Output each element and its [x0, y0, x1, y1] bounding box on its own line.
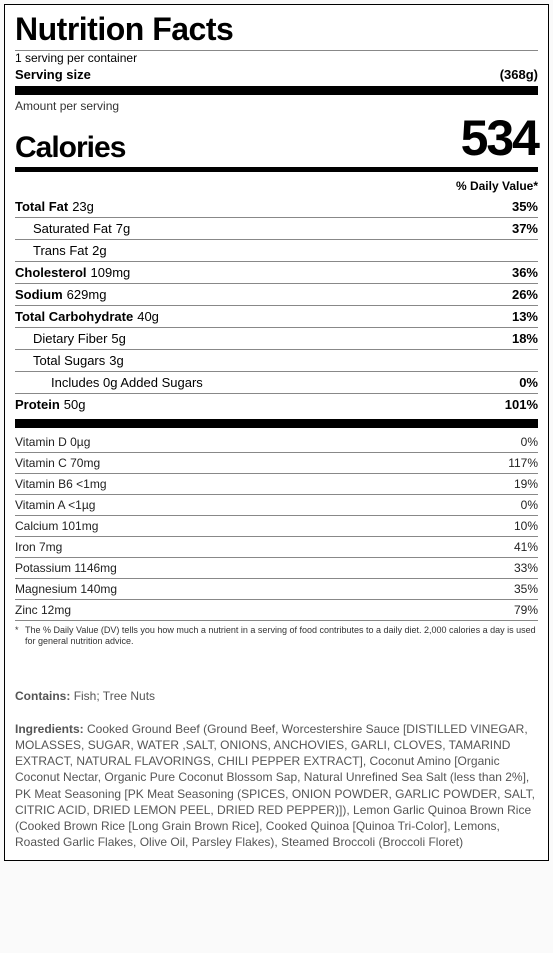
vitamin-row: Zinc 12mg 79% — [15, 600, 538, 621]
ingredients-section: Ingredients: Cooked Ground Beef (Ground … — [15, 721, 538, 851]
nutrient-row: Protein 50g 101% — [15, 393, 538, 415]
nutrient-name: Dietary Fiber 5g — [15, 331, 126, 346]
vitamin-dv: 33% — [514, 561, 538, 575]
vitamin-row: Magnesium 140mg 35% — [15, 579, 538, 600]
ingredients-text: Cooked Ground Beef (Ground Beef, Worcest… — [15, 722, 535, 849]
nutrient-label: Includes 0g Added Sugars — [51, 375, 203, 390]
vitamin-label: Potassium 1146mg — [15, 561, 117, 575]
servings-per-container: 1 serving per container — [15, 51, 538, 67]
ingredients-label: Ingredients: — [15, 722, 84, 736]
nutrient-label: Saturated Fat — [33, 221, 112, 236]
vitamins-section: Vitamin D 0µg0%Vitamin C 70mg117%Vitamin… — [15, 432, 538, 621]
nutrient-row: Total Carbohydrate 40g 13% — [15, 305, 538, 327]
footnote-text: The % Daily Value (DV) tells you how muc… — [25, 625, 538, 648]
vitamin-label: Vitamin B6 <1mg — [15, 477, 107, 491]
vitamin-label: Vitamin A <1µg — [15, 498, 95, 512]
nutrient-row: Saturated Fat 7g 37% — [15, 217, 538, 239]
footnote: * The % Daily Value (DV) tells you how m… — [15, 621, 538, 648]
nutrient-amount: 5g — [111, 331, 125, 346]
serving-size-value: (368g) — [500, 67, 538, 82]
nutrient-amount: 629mg — [67, 287, 107, 302]
nutrition-label: Nutrition Facts 1 serving per container … — [4, 4, 549, 861]
nutrient-row: Cholesterol 109mg 36% — [15, 261, 538, 283]
nutrient-name: Saturated Fat 7g — [15, 221, 130, 236]
vitamin-label: Iron 7mg — [15, 540, 62, 554]
rule-heavy — [15, 86, 538, 95]
nutrient-label: Protein — [15, 397, 60, 412]
nutrient-name: Total Fat 23g — [15, 199, 94, 214]
vitamin-row: Calcium 101mg 10% — [15, 516, 538, 537]
nutrient-name: Cholesterol 109mg — [15, 265, 130, 280]
footnote-star: * — [15, 625, 25, 648]
vitamin-row: Vitamin B6 <1mg 19% — [15, 474, 538, 495]
nutrient-row: Includes 0g Added Sugars 0% — [15, 371, 538, 393]
nutrient-label: Total Fat — [15, 199, 68, 214]
nutrient-name: Trans Fat 2g — [15, 243, 107, 258]
vitamin-row: Vitamin C 70mg 117% — [15, 453, 538, 474]
nutrient-row: Dietary Fiber 5g 18% — [15, 327, 538, 349]
vitamin-row: Vitamin A <1µg 0% — [15, 495, 538, 516]
vitamin-label: Magnesium 140mg — [15, 582, 117, 596]
serving-size-label: Serving size — [15, 67, 91, 82]
nutrient-dv: 13% — [512, 309, 538, 324]
vitamin-row: Potassium 1146mg 33% — [15, 558, 538, 579]
vitamin-label: Vitamin C 70mg — [15, 456, 100, 470]
nutrient-label: Total Sugars — [33, 353, 105, 368]
vitamin-row: Vitamin D 0µg 0% — [15, 432, 538, 453]
amount-per-serving: Amount per serving — [15, 99, 538, 113]
nutrient-label: Sodium — [15, 287, 63, 302]
calories-row: Calories 534 — [15, 113, 538, 163]
nutrients-section: Total Fat 23g 35% Saturated Fat 7g 37% Trans F… — [15, 196, 538, 415]
vitamin-label: Vitamin D 0µg — [15, 435, 90, 449]
nutrient-amount: 2g — [92, 243, 106, 258]
nutrient-dv: 18% — [512, 331, 538, 346]
nutrient-amount: 50g — [64, 397, 86, 412]
rule-med — [15, 167, 538, 172]
vitamin-dv: 0% — [521, 498, 538, 512]
vitamin-dv: 41% — [514, 540, 538, 554]
serving-size-row: Serving size (368g) — [15, 67, 538, 82]
contains-label: Contains: — [15, 689, 70, 703]
nutrient-name: Total Sugars 3g — [15, 353, 124, 368]
nutrient-label: Total Carbohydrate — [15, 309, 133, 324]
nutrient-amount: 109mg — [91, 265, 131, 280]
nutrient-name: Includes 0g Added Sugars — [15, 375, 203, 390]
calories-label: Calories — [15, 133, 125, 163]
vitamin-dv: 117% — [508, 456, 538, 470]
calories-value: 534 — [461, 113, 538, 163]
nutrient-label: Trans Fat — [33, 243, 88, 258]
nutrient-dv: 0% — [519, 375, 538, 390]
vitamin-dv: 19% — [514, 477, 538, 491]
vitamin-label: Calcium 101mg — [15, 519, 98, 533]
label-title: Nutrition Facts — [15, 11, 538, 48]
vitamin-label: Zinc 12mg — [15, 603, 71, 617]
nutrient-label: Dietary Fiber — [33, 331, 107, 346]
dv-header: % Daily Value* — [15, 176, 538, 196]
nutrient-name: Protein 50g — [15, 397, 86, 412]
nutrient-name: Sodium 629mg — [15, 287, 106, 302]
nutrient-amount: 3g — [109, 353, 123, 368]
nutrient-dv: 26% — [512, 287, 538, 302]
nutrient-amount: 7g — [116, 221, 130, 236]
vitamin-row: Iron 7mg 41% — [15, 537, 538, 558]
nutrient-row: Total Sugars 3g — [15, 349, 538, 371]
contains-text: Fish; Tree Nuts — [74, 689, 155, 703]
nutrient-row: Trans Fat 2g — [15, 239, 538, 261]
contains-section: Contains: Fish; Tree Nuts — [15, 688, 538, 705]
rule-heavy — [15, 419, 538, 428]
vitamin-dv: 10% — [514, 519, 538, 533]
nutrient-label: Cholesterol — [15, 265, 87, 280]
nutrient-dv: 101% — [505, 397, 538, 412]
nutrient-dv: 37% — [512, 221, 538, 236]
vitamin-dv: 79% — [514, 603, 538, 617]
nutrient-row: Sodium 629mg 26% — [15, 283, 538, 305]
nutrient-row: Total Fat 23g 35% — [15, 196, 538, 217]
nutrient-dv: 35% — [512, 199, 538, 214]
vitamin-dv: 35% — [514, 582, 538, 596]
vitamin-dv: 0% — [521, 435, 538, 449]
nutrient-name: Total Carbohydrate 40g — [15, 309, 159, 324]
nutrient-dv: 36% — [512, 265, 538, 280]
nutrient-amount: 40g — [137, 309, 159, 324]
nutrient-amount: 23g — [72, 199, 94, 214]
